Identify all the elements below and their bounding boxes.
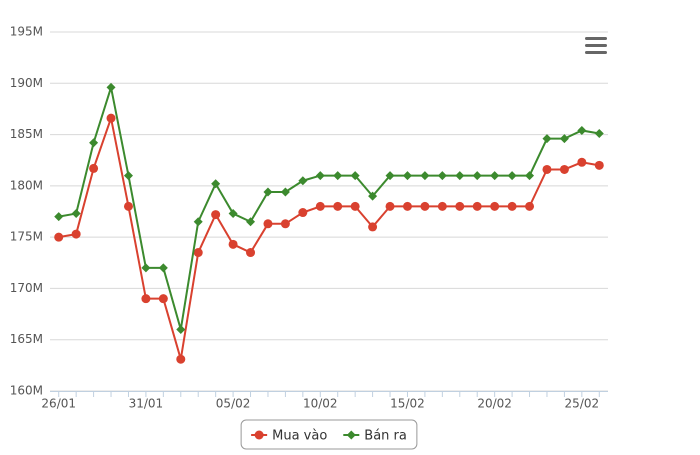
point xyxy=(525,201,535,211)
legend-marker xyxy=(254,430,264,440)
point xyxy=(455,201,465,211)
point xyxy=(507,171,517,181)
point xyxy=(193,248,203,258)
point xyxy=(228,239,238,249)
point xyxy=(402,201,412,211)
x-tick-label: 15/02 xyxy=(390,397,425,411)
point xyxy=(455,171,465,181)
y-tick-label: 180M xyxy=(10,178,43,192)
point xyxy=(158,294,168,304)
point xyxy=(402,171,412,181)
point xyxy=(420,201,430,211)
legend-item[interactable]: Bán ra xyxy=(343,429,407,444)
point xyxy=(490,201,500,211)
point xyxy=(123,201,133,211)
point xyxy=(106,82,116,92)
point xyxy=(123,171,133,181)
y-tick-label: 170M xyxy=(10,281,43,295)
point xyxy=(141,263,151,273)
point xyxy=(507,201,517,211)
point xyxy=(211,210,221,220)
point xyxy=(280,219,290,229)
point xyxy=(228,209,238,219)
point xyxy=(437,171,447,181)
x-tick-label: 25/02 xyxy=(565,397,600,411)
point xyxy=(71,229,81,239)
point xyxy=(368,222,378,232)
y-tick-label: 190M xyxy=(10,76,43,90)
legend-box xyxy=(240,419,418,450)
point xyxy=(106,113,116,123)
point xyxy=(315,171,325,181)
point xyxy=(176,324,186,334)
point xyxy=(559,164,569,174)
x-tick-label: 26/01 xyxy=(41,397,76,411)
point xyxy=(298,208,308,218)
point xyxy=(246,248,256,258)
x-tick-label: 10/02 xyxy=(303,397,338,411)
series-line xyxy=(58,87,600,330)
point xyxy=(559,134,569,144)
point xyxy=(211,179,221,189)
point xyxy=(594,129,604,139)
point xyxy=(263,187,273,197)
point xyxy=(89,163,99,173)
menu-button[interactable] xyxy=(585,37,607,54)
point xyxy=(350,201,360,211)
y-tick-label: 175M xyxy=(10,230,43,244)
point xyxy=(246,217,256,227)
y-tick-label: 160M xyxy=(10,384,43,398)
point xyxy=(89,138,99,148)
point xyxy=(158,263,168,273)
menu-bar xyxy=(585,44,607,47)
point xyxy=(577,125,587,135)
point xyxy=(263,219,273,229)
menu-bar xyxy=(585,51,607,54)
point xyxy=(350,171,360,181)
legend-marker xyxy=(346,430,356,440)
point xyxy=(385,201,395,211)
point xyxy=(71,209,81,219)
x-tick-label: 05/02 xyxy=(216,397,251,411)
menu-bar xyxy=(585,37,607,40)
point xyxy=(54,232,64,242)
point xyxy=(141,294,151,304)
x-tick-label: 20/02 xyxy=(477,397,512,411)
point xyxy=(542,134,552,144)
point xyxy=(525,171,535,181)
legend-item[interactable]: Mua vào xyxy=(251,429,327,444)
point xyxy=(472,201,482,211)
y-tick-label: 195M xyxy=(10,25,43,39)
point xyxy=(420,171,430,181)
point xyxy=(437,201,447,211)
point xyxy=(333,201,343,211)
point xyxy=(490,171,500,181)
point xyxy=(472,171,482,181)
point xyxy=(298,176,308,186)
legend: Mua vào Bán ra xyxy=(240,419,418,450)
point xyxy=(54,212,64,222)
point xyxy=(280,187,290,197)
legend-label: Mua vào xyxy=(272,429,327,444)
legend-label: Bán ra xyxy=(364,429,407,444)
point xyxy=(542,164,552,174)
point xyxy=(385,171,395,181)
y-tick-label: 185M xyxy=(10,127,43,141)
point xyxy=(193,217,203,227)
point xyxy=(176,354,186,364)
point xyxy=(577,157,587,167)
point xyxy=(315,201,325,211)
point xyxy=(333,171,343,181)
point xyxy=(368,191,378,201)
y-tick-label: 165M xyxy=(10,332,43,346)
x-tick-label: 31/01 xyxy=(129,397,164,411)
point xyxy=(594,160,604,170)
